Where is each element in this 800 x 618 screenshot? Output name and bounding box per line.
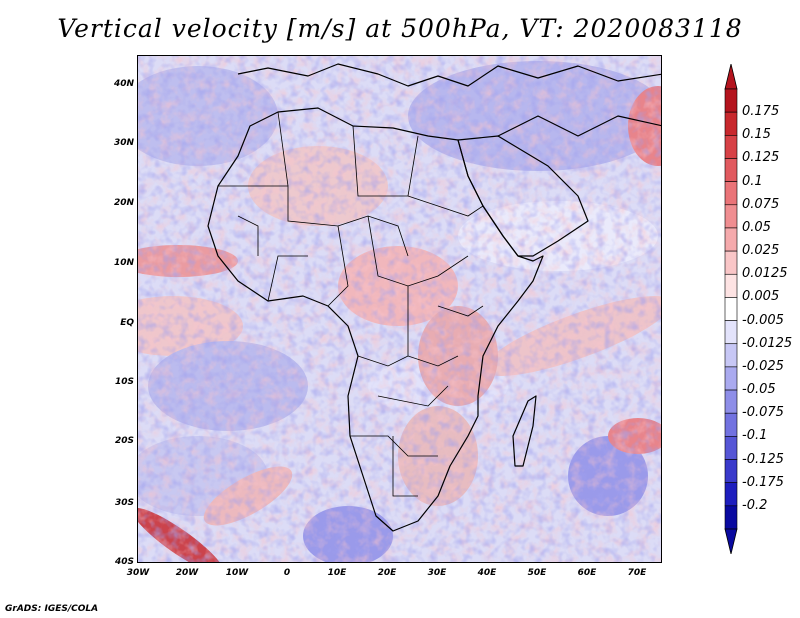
colorbar-tick-label: 0.0125 [742, 266, 788, 282]
lat-label-eq: EQ [120, 318, 134, 328]
colorbar-segment [724, 181, 738, 206]
colorbar-segment [724, 436, 738, 460]
colorbar-top-arrow [724, 64, 738, 90]
colorbar-segment [724, 459, 738, 483]
colorbar-segment [724, 88, 738, 113]
lon-label-40e: 40E [477, 568, 497, 578]
colorbar-segment [724, 389, 738, 414]
lat-label-30n: 30N [113, 138, 134, 148]
colorbar-tick-label: -0.075 [742, 405, 784, 421]
grads-credit: GrADS: IGES/COLA [5, 604, 99, 614]
colorbar-segment [724, 505, 738, 530]
colorbar-tick-label: -0.025 [742, 358, 784, 374]
lon-label-30e: 30E [427, 568, 447, 578]
lat-label-10s: 10S [114, 377, 134, 387]
colorbar-tick-label: -0.2 [742, 497, 768, 513]
colorbar-tick-label: 0.15 [742, 127, 771, 143]
colorbar-segment [724, 343, 738, 368]
colorbar-segment [724, 297, 738, 321]
lon-label-10e: 10E [327, 568, 347, 578]
colorbar [724, 64, 738, 554]
colorbar-tick-label: -0.005 [742, 312, 784, 328]
lat-label-40n: 40N [113, 79, 134, 89]
lat-label-10n: 10N [113, 258, 134, 268]
colorbar-tick-label: 0.025 [742, 243, 780, 259]
lon-label-10w: 10W [225, 568, 249, 578]
colorbar-tick-label: 0.075 [742, 196, 780, 212]
lat-label-20n: 20N [113, 198, 134, 208]
colorbar-tick-label: -0.05 [742, 382, 776, 398]
velocity-map [137, 55, 662, 563]
colorbar-segment [724, 320, 738, 345]
middle-east-border [497, 115, 661, 137]
lat-label-20s: 20S [114, 436, 134, 446]
lon-label-60e: 60E [577, 568, 597, 578]
country-borders [218, 111, 484, 497]
colorbar-tick-label: 0.05 [742, 219, 771, 235]
lat-label-40s: 40S [114, 557, 134, 567]
europe-coast [237, 63, 661, 87]
colorbar-segment [724, 412, 738, 437]
colorbar-tick-label: -0.175 [742, 474, 784, 490]
colorbar-segment [724, 482, 738, 507]
lon-label-50e: 50E [527, 568, 547, 578]
colorbar-tick-label: -0.1 [742, 428, 768, 444]
colorbar-tick-label: 0.125 [742, 150, 780, 166]
colorbar-tick-label: 0.1 [742, 173, 763, 189]
madagascar-outline [512, 395, 537, 467]
colorbar-segment [724, 135, 738, 159]
map-canvas [138, 56, 661, 562]
lon-label-20e: 20E [377, 568, 397, 578]
colorbar-segment [724, 227, 738, 252]
coastlines [207, 63, 661, 532]
colorbar-tick-label: -0.125 [742, 451, 784, 467]
lon-label-70e: 70E [627, 568, 647, 578]
colorbar-segment [724, 204, 738, 229]
colorbar-segment [724, 111, 738, 136]
lat-label-30s: 30S [114, 498, 134, 508]
colorbar-segment [724, 366, 738, 391]
colorbar-tick-label: -0.0125 [742, 335, 793, 351]
colorbar-bottom-arrow [724, 528, 738, 554]
colorbar-tick-label: 0.175 [742, 104, 780, 120]
colorbar-segment [724, 250, 738, 275]
arabia-outline [457, 135, 589, 257]
lon-label-30w: 30W [126, 568, 150, 578]
lon-label-20w: 20W [175, 568, 199, 578]
colorbar-tick-label: 0.005 [742, 289, 780, 305]
lon-label-0: 0 [283, 568, 291, 578]
colorbar-segment [724, 273, 738, 298]
map-title: Vertical velocity [m/s] at 500hPa, VT: 2… [57, 14, 743, 43]
colorbar-segment [724, 158, 738, 182]
